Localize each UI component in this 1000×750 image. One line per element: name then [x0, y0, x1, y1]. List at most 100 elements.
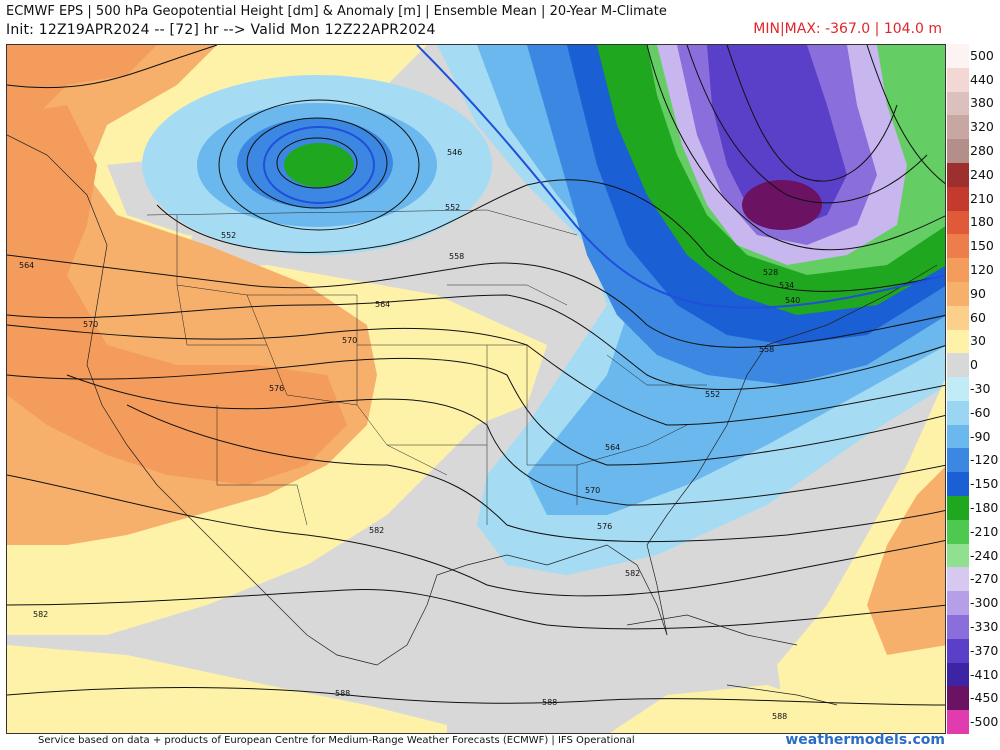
contour-label: 558	[759, 345, 774, 354]
plum-trough-core	[742, 180, 822, 230]
legend-swatch	[947, 67, 969, 93]
legend-label: 280	[970, 143, 994, 159]
darkpurple-east-trough	[707, 45, 847, 230]
anomaly-color-legend: 500 440 380 320 280 240 210 180 150 120 90 60 30 0 -30…	[947, 44, 1000, 735]
legend-label: -150	[970, 476, 999, 492]
contour-label: 540	[785, 296, 800, 305]
legend-swatch	[947, 91, 969, 116]
legend-label: 90	[970, 285, 986, 301]
legend-label: -450	[970, 690, 999, 706]
legend-label: -60	[970, 404, 991, 420]
legend-swatch	[947, 448, 969, 473]
contour-label: 564	[605, 443, 620, 452]
legend-label: 30	[970, 333, 986, 349]
legend-swatch	[947, 615, 969, 640]
legend-swatch	[947, 638, 969, 664]
legend-label: -90	[970, 428, 991, 444]
orange-ridge-core	[7, 105, 347, 485]
legend-label: 60	[970, 309, 986, 325]
legend-swatch	[947, 377, 969, 402]
legend-swatch	[947, 115, 969, 140]
contour-label: 576	[597, 522, 612, 531]
contour-label: 588	[335, 689, 350, 698]
contour-label: 552	[445, 203, 460, 212]
legend-swatch	[947, 353, 969, 378]
legend-label: -210	[970, 523, 999, 539]
legend-swatch	[947, 234, 969, 259]
contour-label: 564	[375, 300, 390, 309]
yellow-band-south	[7, 645, 447, 733]
legend-swatch	[947, 305, 969, 330]
green-low-bc	[284, 143, 354, 187]
map-title: ECMWF EPS | 500 hPa Geopotential Height …	[6, 4, 667, 19]
legend-label: 120	[970, 262, 994, 278]
legend-label: -370	[970, 642, 999, 658]
legend-swatch	[947, 543, 969, 568]
init-valid-line: Init: 12Z19APR2024 -- [72] hr --> Valid …	[6, 22, 436, 38]
legend-swatch	[947, 258, 969, 283]
legend-label: 440	[970, 71, 994, 87]
contour-label: 582	[33, 610, 48, 619]
legend-swatch	[947, 139, 969, 164]
contour-label: 534	[779, 281, 794, 290]
min-max-readout: MIN|MAX: -367.0 | 104.0 m	[753, 21, 942, 37]
legend-label: 150	[970, 238, 994, 254]
legend-label: -330	[970, 618, 999, 634]
legend-label: 210	[970, 190, 994, 206]
coastlines	[7, 134, 938, 706]
map-canvas: 546 552 552 558 564 564 570 570 576 582 …	[7, 45, 945, 733]
legend-swatch	[947, 329, 969, 354]
legend-swatch	[947, 591, 969, 616]
legend-label: -410	[970, 666, 999, 682]
zero-anomaly-line	[416, 45, 945, 309]
legend-swatch	[947, 519, 969, 545]
contour-label: 576	[269, 384, 284, 393]
legend-swatch	[947, 424, 969, 449]
weather-map[interactable]: 546 552 552 558 564 564 570 570 576 582 …	[6, 44, 946, 734]
legend-label: 0	[970, 357, 978, 373]
legend-swatch	[947, 210, 969, 235]
contour-label: 570	[585, 486, 600, 495]
legend-swatch	[947, 44, 969, 69]
legend-swatch	[947, 400, 969, 426]
brand-link[interactable]: weathermodels.com	[785, 732, 945, 748]
legend-label: 320	[970, 119, 994, 135]
legend-label: 180	[970, 214, 994, 230]
contour-label: 552	[705, 390, 720, 399]
legend-swatch	[947, 496, 969, 521]
contour-label: 564	[19, 261, 34, 270]
legend-label: -30	[970, 381, 991, 396]
contour-labels: 546 552 552 558 564 564 570 570 576 582 …	[19, 148, 800, 721]
contour-label: 552	[221, 231, 236, 240]
orange-anomaly-east	[867, 467, 945, 655]
legend-swatch	[947, 662, 969, 687]
legend-label: -270	[970, 571, 999, 587]
legend-label: 240	[970, 166, 994, 182]
legend-label: -120	[970, 452, 999, 468]
legend-label: 500	[970, 47, 994, 63]
contour-label: 582	[625, 569, 640, 578]
yellow-band-southeast	[610, 685, 865, 733]
legend-swatch	[947, 186, 969, 212]
data-credit: Service based on data + products of Euro…	[38, 735, 635, 746]
height-contours	[7, 45, 945, 706]
legend-swatch	[947, 281, 969, 307]
orange-ridge-north	[7, 45, 157, 125]
legend-swatch	[947, 710, 969, 735]
political-borders	[146, 209, 707, 526]
contour-label: 528	[763, 268, 778, 277]
legend-swatch	[947, 472, 969, 497]
legend-swatch	[947, 162, 969, 188]
contour-label: 546	[447, 148, 462, 157]
legend-label: -300	[970, 595, 999, 611]
legend-swatch	[947, 567, 969, 592]
zero-anomaly-ring	[263, 126, 375, 204]
legend-label: -240	[970, 547, 999, 563]
legend-label: -180	[970, 499, 999, 515]
contour-label: 570	[83, 320, 98, 329]
legend-label: 380	[970, 95, 994, 111]
contour-label: 588	[542, 698, 557, 707]
contour-label: 582	[369, 526, 384, 535]
contour-label: 570	[342, 336, 357, 345]
contour-label: 588	[772, 712, 787, 721]
